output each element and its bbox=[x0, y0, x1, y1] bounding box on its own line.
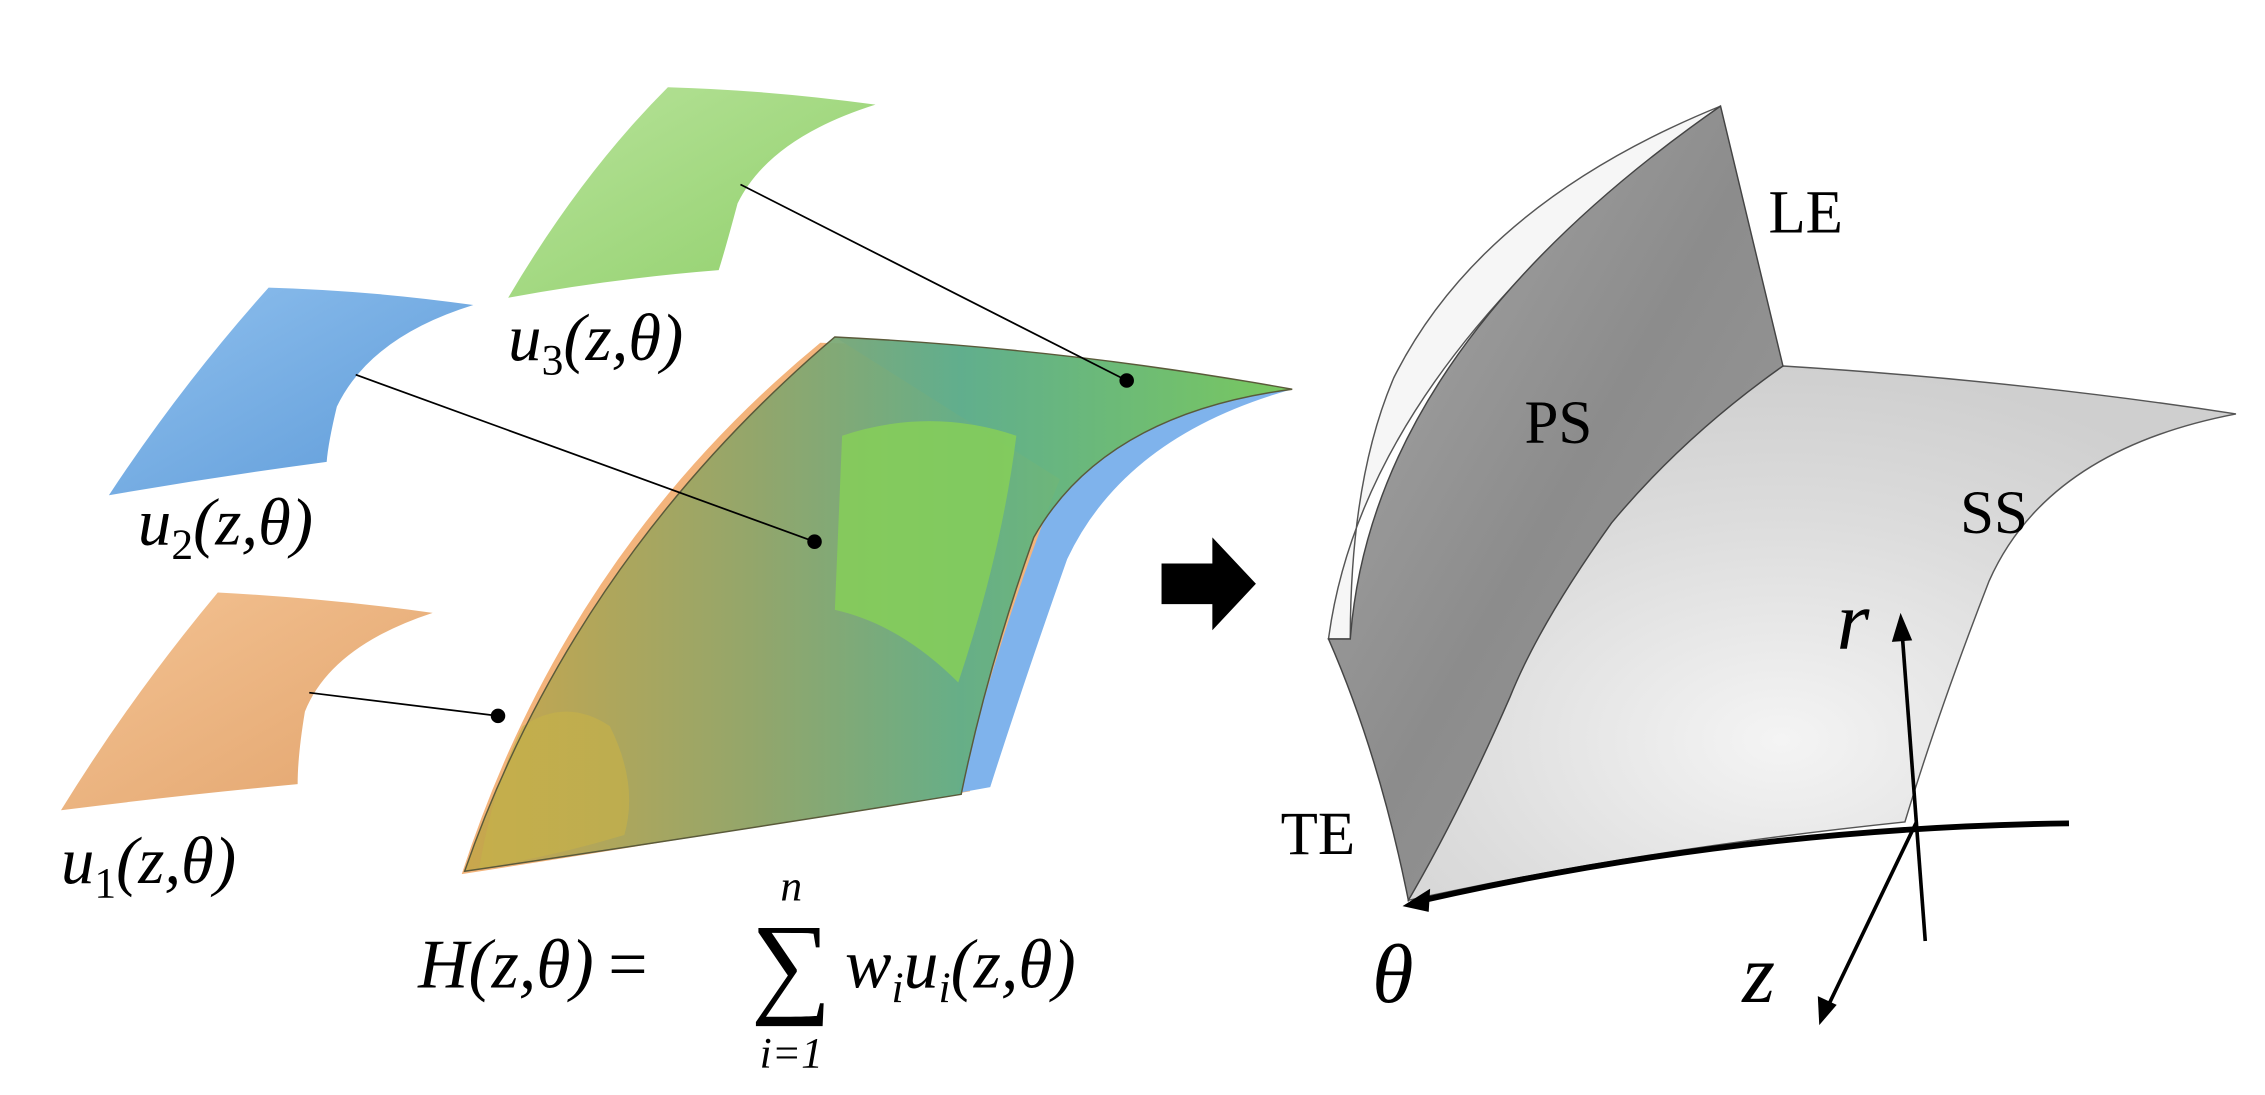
surface-u1 bbox=[60, 592, 433, 811]
r-label: r bbox=[1837, 575, 1871, 668]
le-label: LE bbox=[1768, 179, 1842, 246]
u1-label: u1(z,θ) bbox=[61, 824, 236, 908]
label-part: 1 bbox=[94, 859, 116, 907]
leader-dot bbox=[807, 534, 822, 549]
formula-lhs: H(z,θ) = bbox=[417, 926, 647, 1003]
theta-label: θ bbox=[1372, 928, 1413, 1021]
label-part: 3 bbox=[542, 337, 564, 385]
process-arrow bbox=[1161, 537, 1256, 631]
leader-line bbox=[355, 373, 815, 543]
label-part: u bbox=[138, 486, 171, 560]
label-part: i bbox=[938, 964, 950, 1012]
blended-surface-green bbox=[834, 421, 1017, 683]
ss-label: SS bbox=[1960, 480, 2028, 547]
leader-line bbox=[309, 691, 499, 717]
label-part: 2 bbox=[171, 521, 193, 569]
surface-u2 bbox=[108, 287, 474, 496]
theta-axis bbox=[1422, 820, 2070, 904]
pressure-side-face bbox=[1327, 104, 1784, 903]
label-part: H(z,θ) bbox=[417, 926, 594, 1003]
u3-label: u3(z,θ) bbox=[508, 301, 683, 385]
formula-sum: ∑ bbox=[751, 902, 832, 1027]
label-part: u bbox=[508, 301, 541, 375]
te-label: TE bbox=[1281, 801, 1355, 868]
theta-arrowhead bbox=[1402, 888, 1431, 912]
label-part: u bbox=[904, 926, 939, 1003]
label-part: (z,θ) bbox=[193, 486, 313, 560]
leader-line bbox=[740, 183, 1128, 382]
leader-dot bbox=[1119, 373, 1134, 388]
blade-thickness-edge bbox=[1327, 105, 1721, 640]
formula-lower: i=1 bbox=[760, 1029, 823, 1077]
blended-surface-blue bbox=[834, 336, 1293, 793]
blended-surface-yellow bbox=[479, 711, 630, 869]
label-part: (z,θ) bbox=[951, 926, 1076, 1003]
label-part: i bbox=[892, 964, 904, 1012]
ps-label: PS bbox=[1525, 390, 1593, 457]
label-part: (z,θ) bbox=[563, 301, 683, 375]
label-part: w bbox=[845, 926, 891, 1003]
r-arrowhead bbox=[1891, 612, 1913, 642]
leader-lines bbox=[309, 183, 1128, 717]
blended-surface-edge bbox=[463, 336, 1293, 873]
surface-u3 bbox=[508, 87, 876, 298]
label-part: = bbox=[608, 926, 647, 1003]
z-arrowhead bbox=[1817, 996, 1837, 1026]
u2-label: u2(z,θ) bbox=[138, 486, 313, 570]
z-axis bbox=[1824, 821, 1919, 1010]
r-axis bbox=[1900, 631, 1928, 942]
label-part: (z,θ) bbox=[116, 824, 236, 898]
label-part: u bbox=[61, 824, 94, 898]
formula-upper: n bbox=[780, 862, 802, 910]
formula-rhs: wiui(z,θ) bbox=[845, 926, 1076, 1012]
leader-dot bbox=[490, 708, 506, 724]
z-label: z bbox=[1741, 928, 1775, 1021]
